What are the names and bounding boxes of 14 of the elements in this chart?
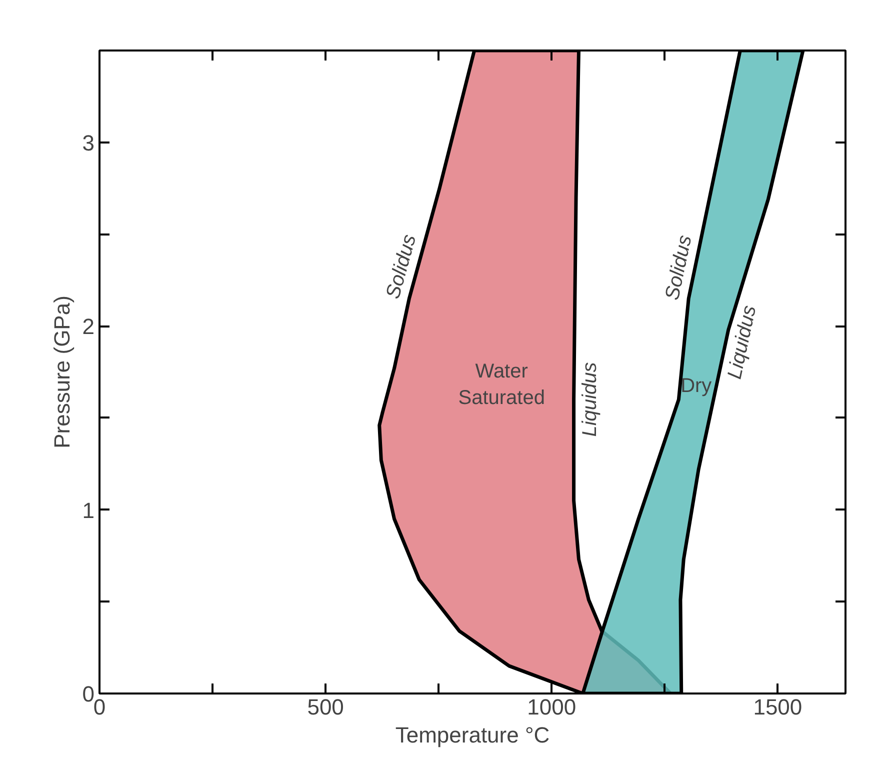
x-axis-title: Temperature °C (395, 722, 550, 748)
x-tick-label: 500 (307, 694, 344, 720)
series-label: Dry (680, 375, 712, 398)
annotation: Liquidus (578, 362, 601, 437)
annotation: Solidus (382, 232, 421, 302)
x-tick-label: 1000 (527, 694, 576, 720)
y-axis-title: Pressure (GPa) (49, 296, 74, 448)
x-tick-label: 1500 (753, 694, 802, 720)
y-tick-label: 3 (82, 130, 95, 156)
y-tick-label: 2 (82, 314, 95, 340)
y-tick-label: 1 (82, 498, 95, 523)
annotation: Liquidus (724, 304, 761, 382)
annotation: Solidus (661, 233, 696, 302)
series-label: Water Saturated (458, 360, 545, 409)
